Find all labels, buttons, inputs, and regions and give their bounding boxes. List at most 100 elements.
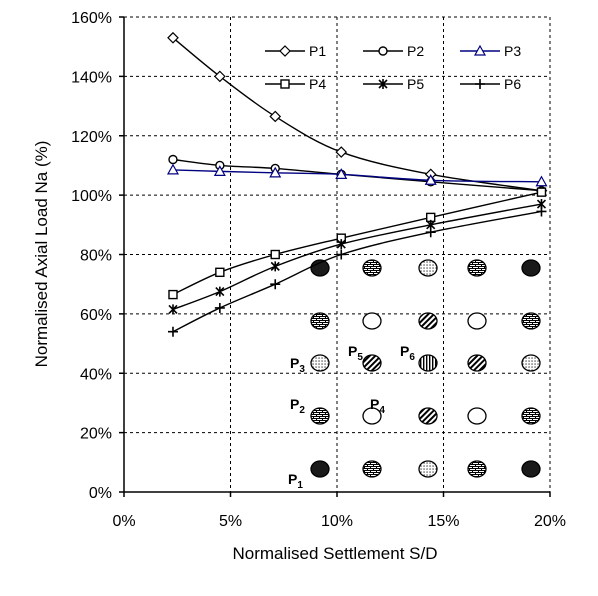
series-p5 [168, 199, 547, 315]
pile-circle-vertical [418, 354, 438, 372]
data-point-plus [475, 79, 485, 89]
pile-label-p2: P2 [290, 396, 305, 416]
data-point-asterisk [336, 239, 346, 250]
data-point-square [536, 187, 547, 197]
data-point-square [168, 289, 178, 300]
legend: P1 P2 P3 P4 P5 P6 [265, 43, 521, 92]
data-series [166, 31, 548, 337]
tick-labels: 0% 20% 40% 60% 80% 100% 120% 140% 160% 0% 5% 10% 15%… [71, 10, 566, 530]
legend-label: P4 [309, 76, 326, 92]
data-point-square [280, 79, 290, 89]
pile-label-p6: P6 [400, 343, 415, 363]
y-tick-label: 0% [89, 485, 112, 502]
series-line-p5 [172, 203, 542, 311]
pile-circle-hatch [467, 354, 487, 372]
pile-circle-solid [310, 460, 330, 478]
legend-label: P2 [407, 43, 424, 59]
data-point-diamond [167, 31, 179, 44]
pile-circle-brick [521, 312, 541, 330]
data-point-asterisk [378, 79, 388, 89]
pile-label-p4: P4 [370, 396, 385, 416]
data-point-triangle [166, 163, 180, 175]
pile-label-p1: P1 [288, 471, 303, 491]
data-point-square [270, 249, 280, 260]
pile-circle-brick [467, 259, 487, 277]
series-p3 [166, 163, 548, 187]
data-point-triangle [213, 165, 226, 176]
x-tick-label: 0% [112, 513, 135, 530]
data-point-plus [336, 249, 347, 260]
series-p4 [168, 187, 547, 300]
y-tick-label: 120% [71, 129, 112, 146]
pile-circle-hatch [418, 312, 438, 330]
legend-item-p1: P1 [265, 43, 326, 59]
pile-circle-empty [467, 312, 487, 330]
series-line-p3 [172, 169, 542, 183]
data-point-circle [168, 154, 178, 165]
pile-circle-dots [418, 460, 438, 478]
series-p6 [167, 206, 547, 337]
data-point-triangle [269, 166, 282, 178]
data-point-triangle [424, 174, 437, 185]
x-tick-label: 5% [219, 513, 242, 530]
data-point-asterisk [215, 286, 225, 297]
pile-circle-solid [310, 259, 330, 277]
data-point-plus [425, 227, 436, 238]
y-tick-label: 160% [71, 10, 112, 27]
data-point-square [215, 267, 225, 278]
legend-item-p2: P2 [363, 43, 424, 59]
pile-circle-brick [521, 407, 541, 425]
pile-circle-hatch [418, 407, 438, 425]
pile-circle-dots [418, 259, 438, 277]
pile-circle-empty [362, 407, 382, 425]
y-tick-label: 20% [80, 426, 112, 443]
x-tick-label: 15% [427, 513, 459, 530]
pile-circle-dots [310, 354, 330, 372]
y-tick-label: 80% [80, 248, 112, 265]
data-point-asterisk [270, 261, 280, 272]
data-point-plus [536, 206, 547, 217]
data-point-plus [167, 326, 178, 337]
pile-circle-dots [521, 354, 541, 372]
series-line-p1 [172, 37, 542, 192]
y-tick-label: 100% [71, 188, 112, 205]
pile-circle-empty [467, 407, 487, 425]
data-point-plus [214, 302, 225, 313]
legend-item-p6: P6 [460, 76, 521, 92]
data-point-diamond [214, 70, 226, 83]
legend-label: P5 [407, 76, 424, 92]
pile-circle-solid [521, 460, 541, 478]
data-point-diamond [269, 110, 282, 123]
data-point-triangle [335, 168, 348, 179]
legend-label: P1 [309, 43, 326, 59]
legend-label: P6 [504, 76, 521, 92]
y-axis-title: Normalised Axial Load Na (%) [32, 141, 51, 368]
pile-circle-brick [310, 407, 330, 425]
data-point-plus [270, 279, 281, 290]
x-axis-title: Normalised Settlement S/D [232, 544, 437, 563]
pile-circle-brick [467, 460, 487, 478]
x-tick-label: 10% [321, 513, 353, 530]
y-tick-label: 140% [71, 69, 112, 86]
data-point-diamond [279, 45, 291, 57]
data-point-triangle [473, 44, 487, 56]
pile-circle-solid [521, 259, 541, 277]
legend-item-p4: P4 [265, 76, 326, 92]
pile-circle-brick [310, 312, 330, 330]
legend-item-p5: P5 [363, 76, 424, 92]
y-tick-label: 60% [80, 307, 112, 324]
x-tick-label: 20% [534, 513, 566, 530]
pile-circle-empty [362, 312, 382, 330]
pile-circle-brick [362, 460, 382, 478]
pile-circle-brick [362, 259, 382, 277]
y-tick-label: 40% [80, 366, 112, 383]
series-line-p4 [172, 191, 542, 296]
pile-label-p3: P3 [290, 355, 305, 375]
legend-item-p3: P3 [460, 43, 521, 59]
data-point-triangle [535, 175, 548, 187]
pile-group-inset: P1 P2 P3 P4 P5 P6 [288, 259, 541, 491]
data-point-circle [378, 46, 388, 56]
legend-label: P3 [504, 43, 521, 59]
data-point-asterisk [168, 304, 178, 315]
